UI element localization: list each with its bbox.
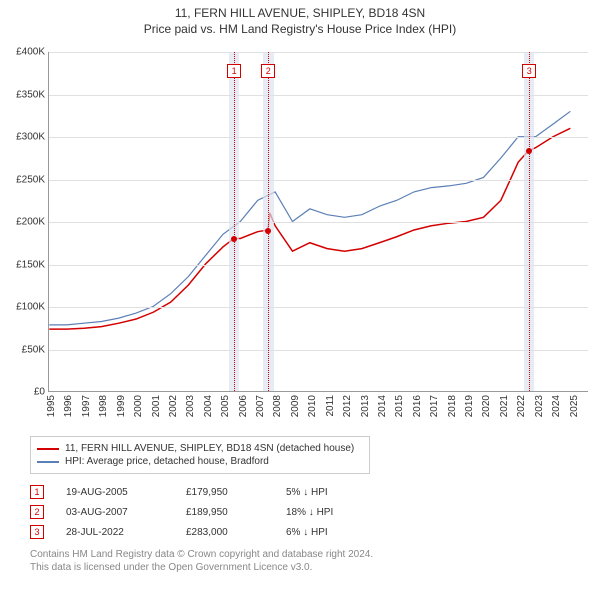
gridline — [49, 350, 588, 351]
sale-marker-table: 1 — [30, 485, 44, 499]
x-tick-label: 2006 — [238, 395, 249, 417]
chart-container: 11, FERN HILL AVENUE, SHIPLEY, BD18 4SN … — [0, 0, 600, 590]
x-tick-label: 2022 — [516, 395, 527, 417]
y-tick-label: £100K — [16, 302, 49, 313]
gridline — [49, 265, 588, 266]
sale-price: £189,950 — [186, 507, 286, 518]
sale-line — [268, 52, 269, 391]
x-tick-label: 2010 — [307, 395, 318, 417]
gridline — [49, 95, 588, 96]
plot-area: £0£50K£100K£150K£200K£250K£300K£350K£400… — [48, 52, 588, 392]
sale-marker-table: 2 — [30, 505, 44, 519]
x-tick-label: 2002 — [168, 395, 179, 417]
x-tick-label: 2004 — [203, 395, 214, 417]
gridline — [49, 52, 588, 53]
x-tick-label: 2003 — [185, 395, 196, 417]
x-tick-label: 2009 — [290, 395, 301, 417]
x-tick-label: 2015 — [394, 395, 405, 417]
y-tick-label: £150K — [16, 259, 49, 270]
sale-date: 19-AUG-2005 — [66, 487, 186, 498]
x-tick-label: 2005 — [220, 395, 231, 417]
x-tick-label: 2014 — [377, 395, 388, 417]
x-tick-label: 1998 — [98, 395, 109, 417]
x-tick-label: 1997 — [81, 395, 92, 417]
x-tick-label: 2025 — [569, 395, 580, 417]
x-tick-label: 2021 — [499, 395, 510, 417]
x-tick-label: 2018 — [447, 395, 458, 417]
x-tick-label: 2007 — [255, 395, 266, 417]
sale-date: 28-JUL-2022 — [66, 527, 186, 538]
x-tick-label: 2013 — [360, 395, 371, 417]
sale-date: 03-AUG-2007 — [66, 507, 186, 518]
x-tick-label: 1999 — [116, 395, 127, 417]
sale-marker-chart: 2 — [261, 64, 275, 78]
x-tick-label: 2000 — [133, 395, 144, 417]
gridline — [49, 307, 588, 308]
sale-marker-table: 3 — [30, 525, 44, 539]
title-line1: 11, FERN HILL AVENUE, SHIPLEY, BD18 4SN — [0, 6, 600, 20]
sales-table: 1 19-AUG-2005£179,9505% ↓ HPI 2 03-AUG-2007… — [30, 482, 386, 542]
x-tick-label: 2019 — [464, 395, 475, 417]
sale-diff: 18% ↓ HPI — [286, 507, 386, 518]
x-tick-label: 2011 — [325, 395, 336, 417]
y-tick-label: £300K — [16, 132, 49, 143]
x-tick-label: 2023 — [534, 395, 545, 417]
footer-line1: Contains HM Land Registry data © Crown c… — [30, 548, 373, 561]
legend: 11, FERN HILL AVENUE, SHIPLEY, BD18 4SN … — [30, 436, 370, 474]
gridline — [49, 180, 588, 181]
sale-point-dot — [265, 228, 271, 234]
sale-diff: 5% ↓ HPI — [286, 487, 386, 498]
gridline — [49, 222, 588, 223]
legend-item: 11, FERN HILL AVENUE, SHIPLEY, BD18 4SN … — [37, 443, 363, 454]
series-line — [49, 128, 570, 329]
title-line2: Price paid vs. HM Land Registry's House … — [0, 22, 600, 36]
sale-marker-chart: 1 — [227, 64, 241, 78]
gridline — [49, 137, 588, 138]
y-tick-label: £50K — [22, 344, 49, 355]
y-tick-label: £200K — [16, 217, 49, 228]
x-tick-label: 2016 — [412, 395, 423, 417]
footer-text: Contains HM Land Registry data © Crown c… — [30, 548, 373, 574]
sales-table-row: 1 19-AUG-2005£179,9505% ↓ HPI — [30, 482, 386, 502]
y-tick-label: £350K — [16, 89, 49, 100]
x-tick-label: 2024 — [551, 395, 562, 417]
sales-table-row: 3 28-JUL-2022£283,0006% ↓ HPI — [30, 522, 386, 542]
x-tick-label: 2001 — [151, 395, 162, 417]
sale-point-dot — [526, 148, 532, 154]
sale-line — [529, 52, 530, 391]
sale-price: £283,000 — [186, 527, 286, 538]
sales-table-row: 2 03-AUG-2007£189,95018% ↓ HPI — [30, 502, 386, 522]
legend-item: HPI: Average price, detached house, Brad… — [37, 456, 363, 467]
x-tick-label: 2008 — [272, 395, 283, 417]
legend-swatch — [37, 461, 59, 463]
legend-label: 11, FERN HILL AVENUE, SHIPLEY, BD18 4SN … — [65, 443, 354, 454]
legend-label: HPI: Average price, detached house, Brad… — [65, 456, 269, 467]
chart-title: 11, FERN HILL AVENUE, SHIPLEY, BD18 4SN … — [0, 0, 600, 40]
series-line — [49, 111, 570, 325]
sale-point-dot — [231, 236, 237, 242]
y-tick-label: £250K — [16, 174, 49, 185]
legend-swatch — [37, 448, 59, 450]
y-tick-label: £400K — [16, 47, 49, 58]
x-tick-label: 2020 — [481, 395, 492, 417]
footer-line2: This data is licensed under the Open Gov… — [30, 561, 373, 574]
sale-line — [234, 52, 235, 391]
x-tick-label: 1995 — [46, 395, 57, 417]
sale-diff: 6% ↓ HPI — [286, 527, 386, 538]
x-tick-label: 2012 — [342, 395, 353, 417]
sale-price: £179,950 — [186, 487, 286, 498]
x-tick-label: 2017 — [429, 395, 440, 417]
sale-marker-chart: 3 — [522, 64, 536, 78]
x-tick-label: 1996 — [63, 395, 74, 417]
